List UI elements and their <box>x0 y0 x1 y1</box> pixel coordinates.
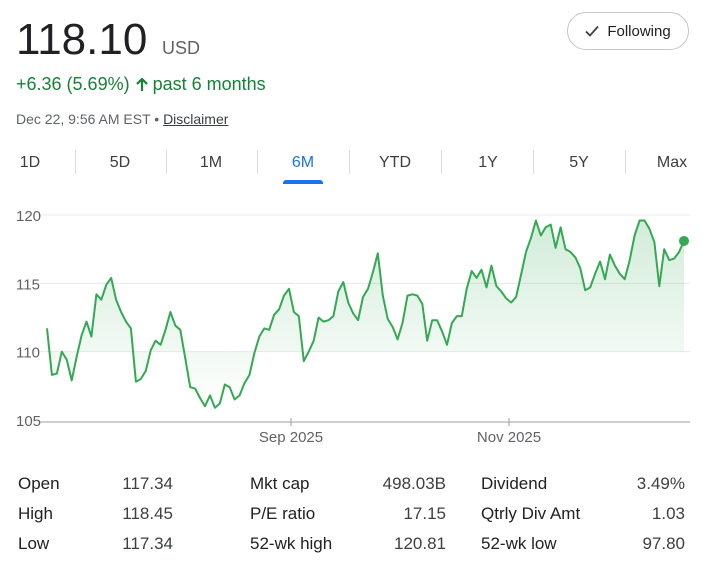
last-price-dot <box>679 235 689 246</box>
separator-dot: • <box>154 111 160 127</box>
x-tick-label: Nov 2025 <box>477 429 541 446</box>
tab-1m[interactable]: 1M <box>199 154 223 171</box>
current-price: 118.10 <box>16 15 148 64</box>
tab-separator <box>166 150 167 174</box>
tab-6m[interactable]: 6M <box>283 146 323 184</box>
tab-1d[interactable]: 1D <box>19 154 41 171</box>
y-tick-label: 105 <box>16 413 41 430</box>
tab-separator <box>625 150 626 174</box>
stat-value: 120.81 <box>394 534 446 553</box>
tab-5d[interactable]: 5D <box>109 154 131 171</box>
quote-timestamp: Dec 22, 9:56 AM EST <box>16 111 151 127</box>
price-line <box>46 219 685 409</box>
stat-label: Qtrly Div Amt <box>481 504 581 523</box>
following-label: Following <box>607 22 671 40</box>
quote-timestamp-line: Dec 22, 9:56 AM EST • Disclaimer <box>16 111 228 127</box>
stat-label: Low <box>18 534 50 553</box>
tab-5y[interactable]: 5Y <box>569 154 589 171</box>
y-tick-label: 120 <box>16 208 41 225</box>
tab-separator <box>533 150 534 174</box>
stat-value: 498.03B <box>382 474 446 493</box>
stat-value: 17.15 <box>403 504 446 523</box>
stat-label: P/E ratio <box>250 504 316 523</box>
tab-separator <box>257 150 258 174</box>
stat-value: 1.03 <box>651 504 685 523</box>
active-tab-indicator <box>283 180 323 184</box>
tab-max[interactable]: Max <box>656 154 688 171</box>
stat-label: Mkt cap <box>250 474 310 493</box>
stat-label: 52-wk high <box>250 534 333 553</box>
stat-value: 3.49% <box>636 474 685 493</box>
price-change: +6.36 (5.69%) past 6 months <box>16 74 266 95</box>
following-button[interactable]: Following <box>567 12 689 50</box>
tab-1y[interactable]: 1Y <box>478 154 498 171</box>
tab-ytd[interactable]: YTD <box>379 154 411 171</box>
area-fill <box>47 220 684 408</box>
tab-separator <box>349 150 350 174</box>
range-tabs: 1D 5D 1M 6M YTD 1Y 5Y Max <box>0 146 703 186</box>
stat-label: Open <box>18 474 60 493</box>
change-value: +6.36 (5.69%) <box>16 74 130 94</box>
change-period: past 6 months <box>152 74 266 94</box>
stat-value: 117.34 <box>122 474 173 493</box>
stat-value: 118.45 <box>122 504 173 523</box>
stat-label: 52-wk low <box>481 534 557 553</box>
stat-label: High <box>18 504 53 523</box>
y-tick-label: 115 <box>16 276 40 293</box>
tab-separator <box>75 150 76 174</box>
stat-label: Dividend <box>481 474 548 493</box>
tab-separator <box>441 150 442 174</box>
currency-label: USD <box>162 38 201 58</box>
check-icon <box>585 25 599 37</box>
disclaimer-link[interactable]: Disclaimer <box>163 111 229 127</box>
stat-value: 117.34 <box>122 534 173 553</box>
arrow-up-icon <box>135 77 148 91</box>
y-tick-label: 110 <box>16 345 40 362</box>
x-tick-label: Sep 2025 <box>259 429 323 446</box>
price-chart[interactable]: 120 115 110 105 Sep 2025 Nov 2025 <box>0 196 703 456</box>
stat-value: 97.80 <box>642 534 685 553</box>
